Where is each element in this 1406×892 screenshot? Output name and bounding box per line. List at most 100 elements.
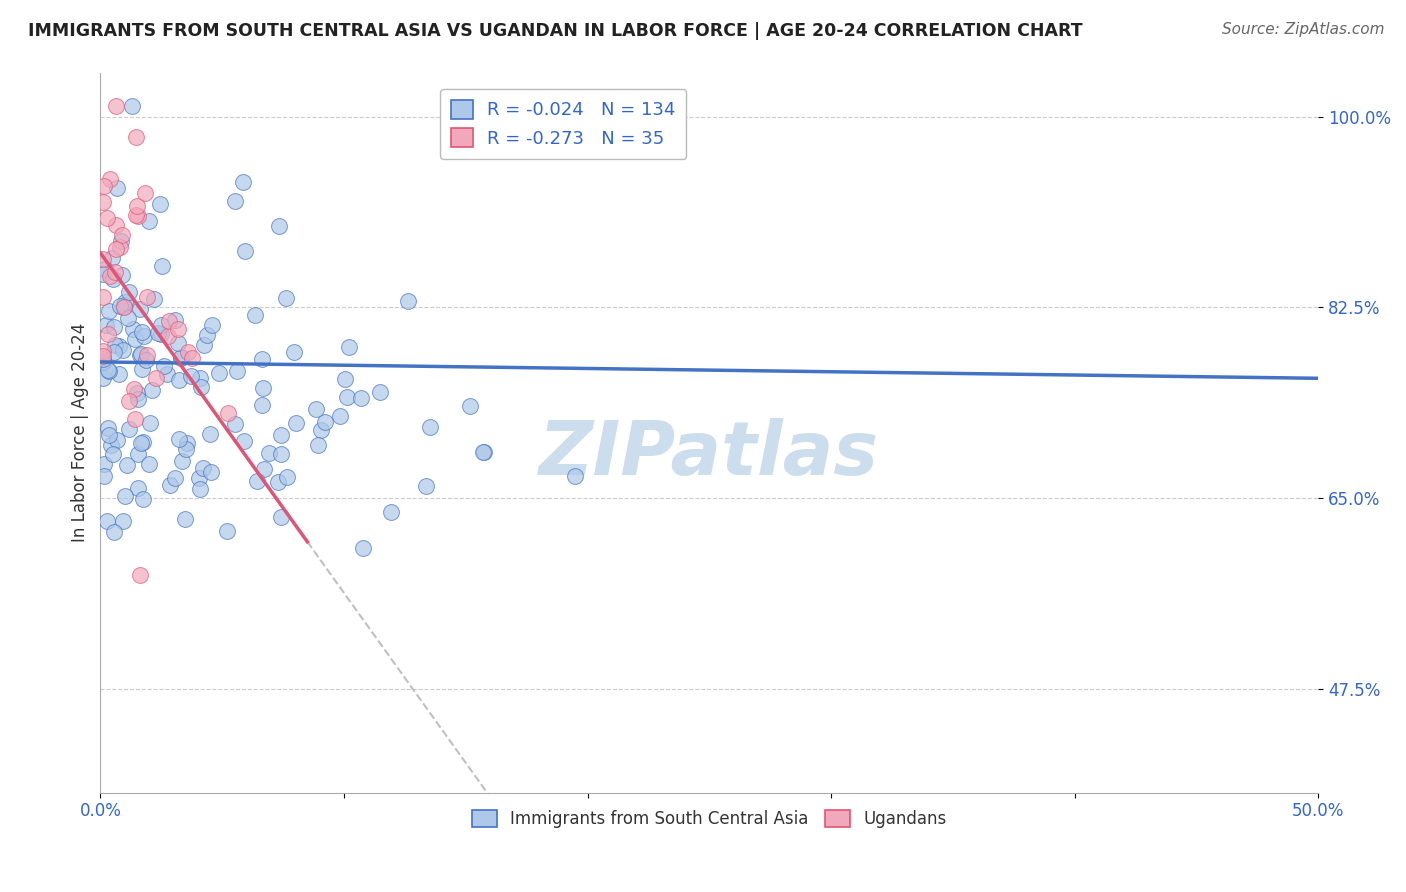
Point [169, 373, 191, 387]
Point [100, 252, 122, 266]
Point [333, 372, 356, 386]
Point [195, 328, 218, 343]
Point [139, 416, 162, 430]
Point [93, 457, 115, 471]
Point [104, 242, 127, 256]
Point [122, 382, 145, 396]
Point [98, 269, 121, 284]
Point [174, 442, 197, 457]
Point [93, 179, 115, 194]
Point [190, 370, 212, 384]
Point [159, 477, 181, 491]
Point [103, 345, 125, 359]
Point [267, 219, 290, 233]
Point [91, 252, 114, 267]
Point [176, 436, 198, 450]
Point [103, 319, 125, 334]
Point [150, 327, 173, 342]
Point [100, 438, 122, 452]
Point [474, 445, 496, 459]
Point [108, 339, 131, 353]
Point [170, 351, 193, 365]
Point [136, 290, 159, 304]
Point [97, 364, 120, 378]
Point [96, 363, 118, 377]
Point [200, 427, 222, 442]
Point [419, 420, 441, 434]
Point [108, 367, 131, 381]
Point [115, 458, 138, 473]
Point [105, 180, 128, 194]
Point [167, 322, 190, 336]
Point [112, 300, 135, 314]
Point [124, 208, 146, 222]
Point [180, 369, 202, 384]
Point [127, 481, 149, 495]
Point [111, 228, 134, 243]
Point [224, 417, 246, 431]
Point [94, 261, 117, 276]
Point [111, 300, 134, 314]
Point [415, 478, 437, 492]
Point [104, 265, 127, 279]
Point [250, 352, 273, 367]
Point [232, 175, 254, 189]
Point [127, 447, 149, 461]
Point [141, 384, 163, 398]
Point [564, 468, 586, 483]
Point [112, 298, 135, 312]
Point [110, 235, 132, 249]
Point [96, 326, 118, 341]
Point [125, 129, 148, 144]
Point [124, 332, 146, 346]
Point [138, 457, 160, 471]
Point [131, 325, 153, 339]
Point [350, 391, 373, 405]
Point [101, 447, 124, 461]
Point [314, 415, 336, 429]
Point [108, 240, 131, 254]
Point [91, 194, 114, 209]
Point [200, 465, 222, 479]
Point [307, 438, 329, 452]
Point [150, 259, 173, 273]
Point [135, 348, 157, 362]
Point [127, 209, 149, 223]
Point [170, 453, 193, 467]
Point [187, 471, 209, 485]
Point [285, 416, 308, 430]
Point [134, 353, 156, 368]
Point [148, 197, 170, 211]
Point [270, 428, 292, 442]
Point [150, 318, 173, 332]
Point [94, 318, 117, 332]
Point [101, 272, 124, 286]
Point [145, 371, 167, 385]
Point [167, 336, 190, 351]
Point [267, 475, 290, 489]
Point [156, 367, 179, 381]
Point [96, 514, 118, 528]
Point [163, 471, 186, 485]
Point [167, 432, 190, 446]
Point [93, 468, 115, 483]
Point [200, 318, 222, 332]
Point [93, 344, 115, 359]
Point [91, 290, 114, 304]
Point [336, 390, 359, 404]
Point [329, 409, 352, 423]
Point [153, 359, 176, 373]
Point [170, 350, 193, 364]
Point [309, 423, 332, 437]
Point [103, 524, 125, 539]
Point [129, 302, 152, 317]
Text: IMMIGRANTS FROM SOUTH CENTRAL ASIA VS UGANDAN IN LABOR FORCE | AGE 20-24 CORRELA: IMMIGRANTS FROM SOUTH CENTRAL ASIA VS UG… [28, 22, 1083, 40]
Point [131, 362, 153, 376]
Point [108, 299, 131, 313]
Legend: Immigrants from South Central Asia, Ugandans: Immigrants from South Central Asia, Ugan… [465, 803, 953, 835]
Point [134, 186, 156, 200]
Point [157, 328, 180, 343]
Point [224, 194, 246, 208]
Point [127, 199, 149, 213]
Point [91, 349, 114, 363]
